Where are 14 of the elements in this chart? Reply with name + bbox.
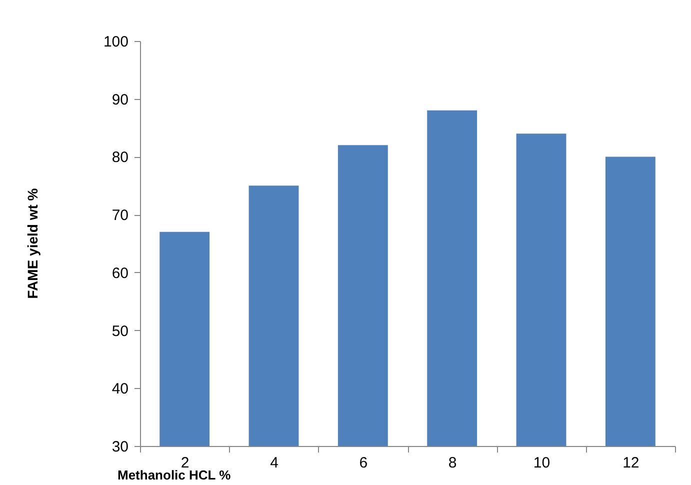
x-tick-label: 8	[448, 454, 457, 472]
y-tick-label: 50	[112, 322, 128, 340]
y-axis-title: FAME yield wt %	[24, 188, 40, 299]
x-tick-label: 12	[622, 454, 640, 472]
y-tick-label: 60	[112, 264, 128, 282]
y-tick-label: 80	[112, 149, 128, 166]
y-tick-label: 100	[103, 34, 128, 50]
x-tick-label: 4	[270, 454, 278, 472]
y-tick-label: 30	[112, 438, 128, 456]
y-tick-label: 40	[112, 380, 128, 398]
x-tick-label: 10	[533, 454, 550, 472]
y-tick-label: 90	[112, 91, 128, 108]
y-tick-label: 70	[112, 207, 128, 224]
x-tick-label: 6	[359, 454, 368, 472]
